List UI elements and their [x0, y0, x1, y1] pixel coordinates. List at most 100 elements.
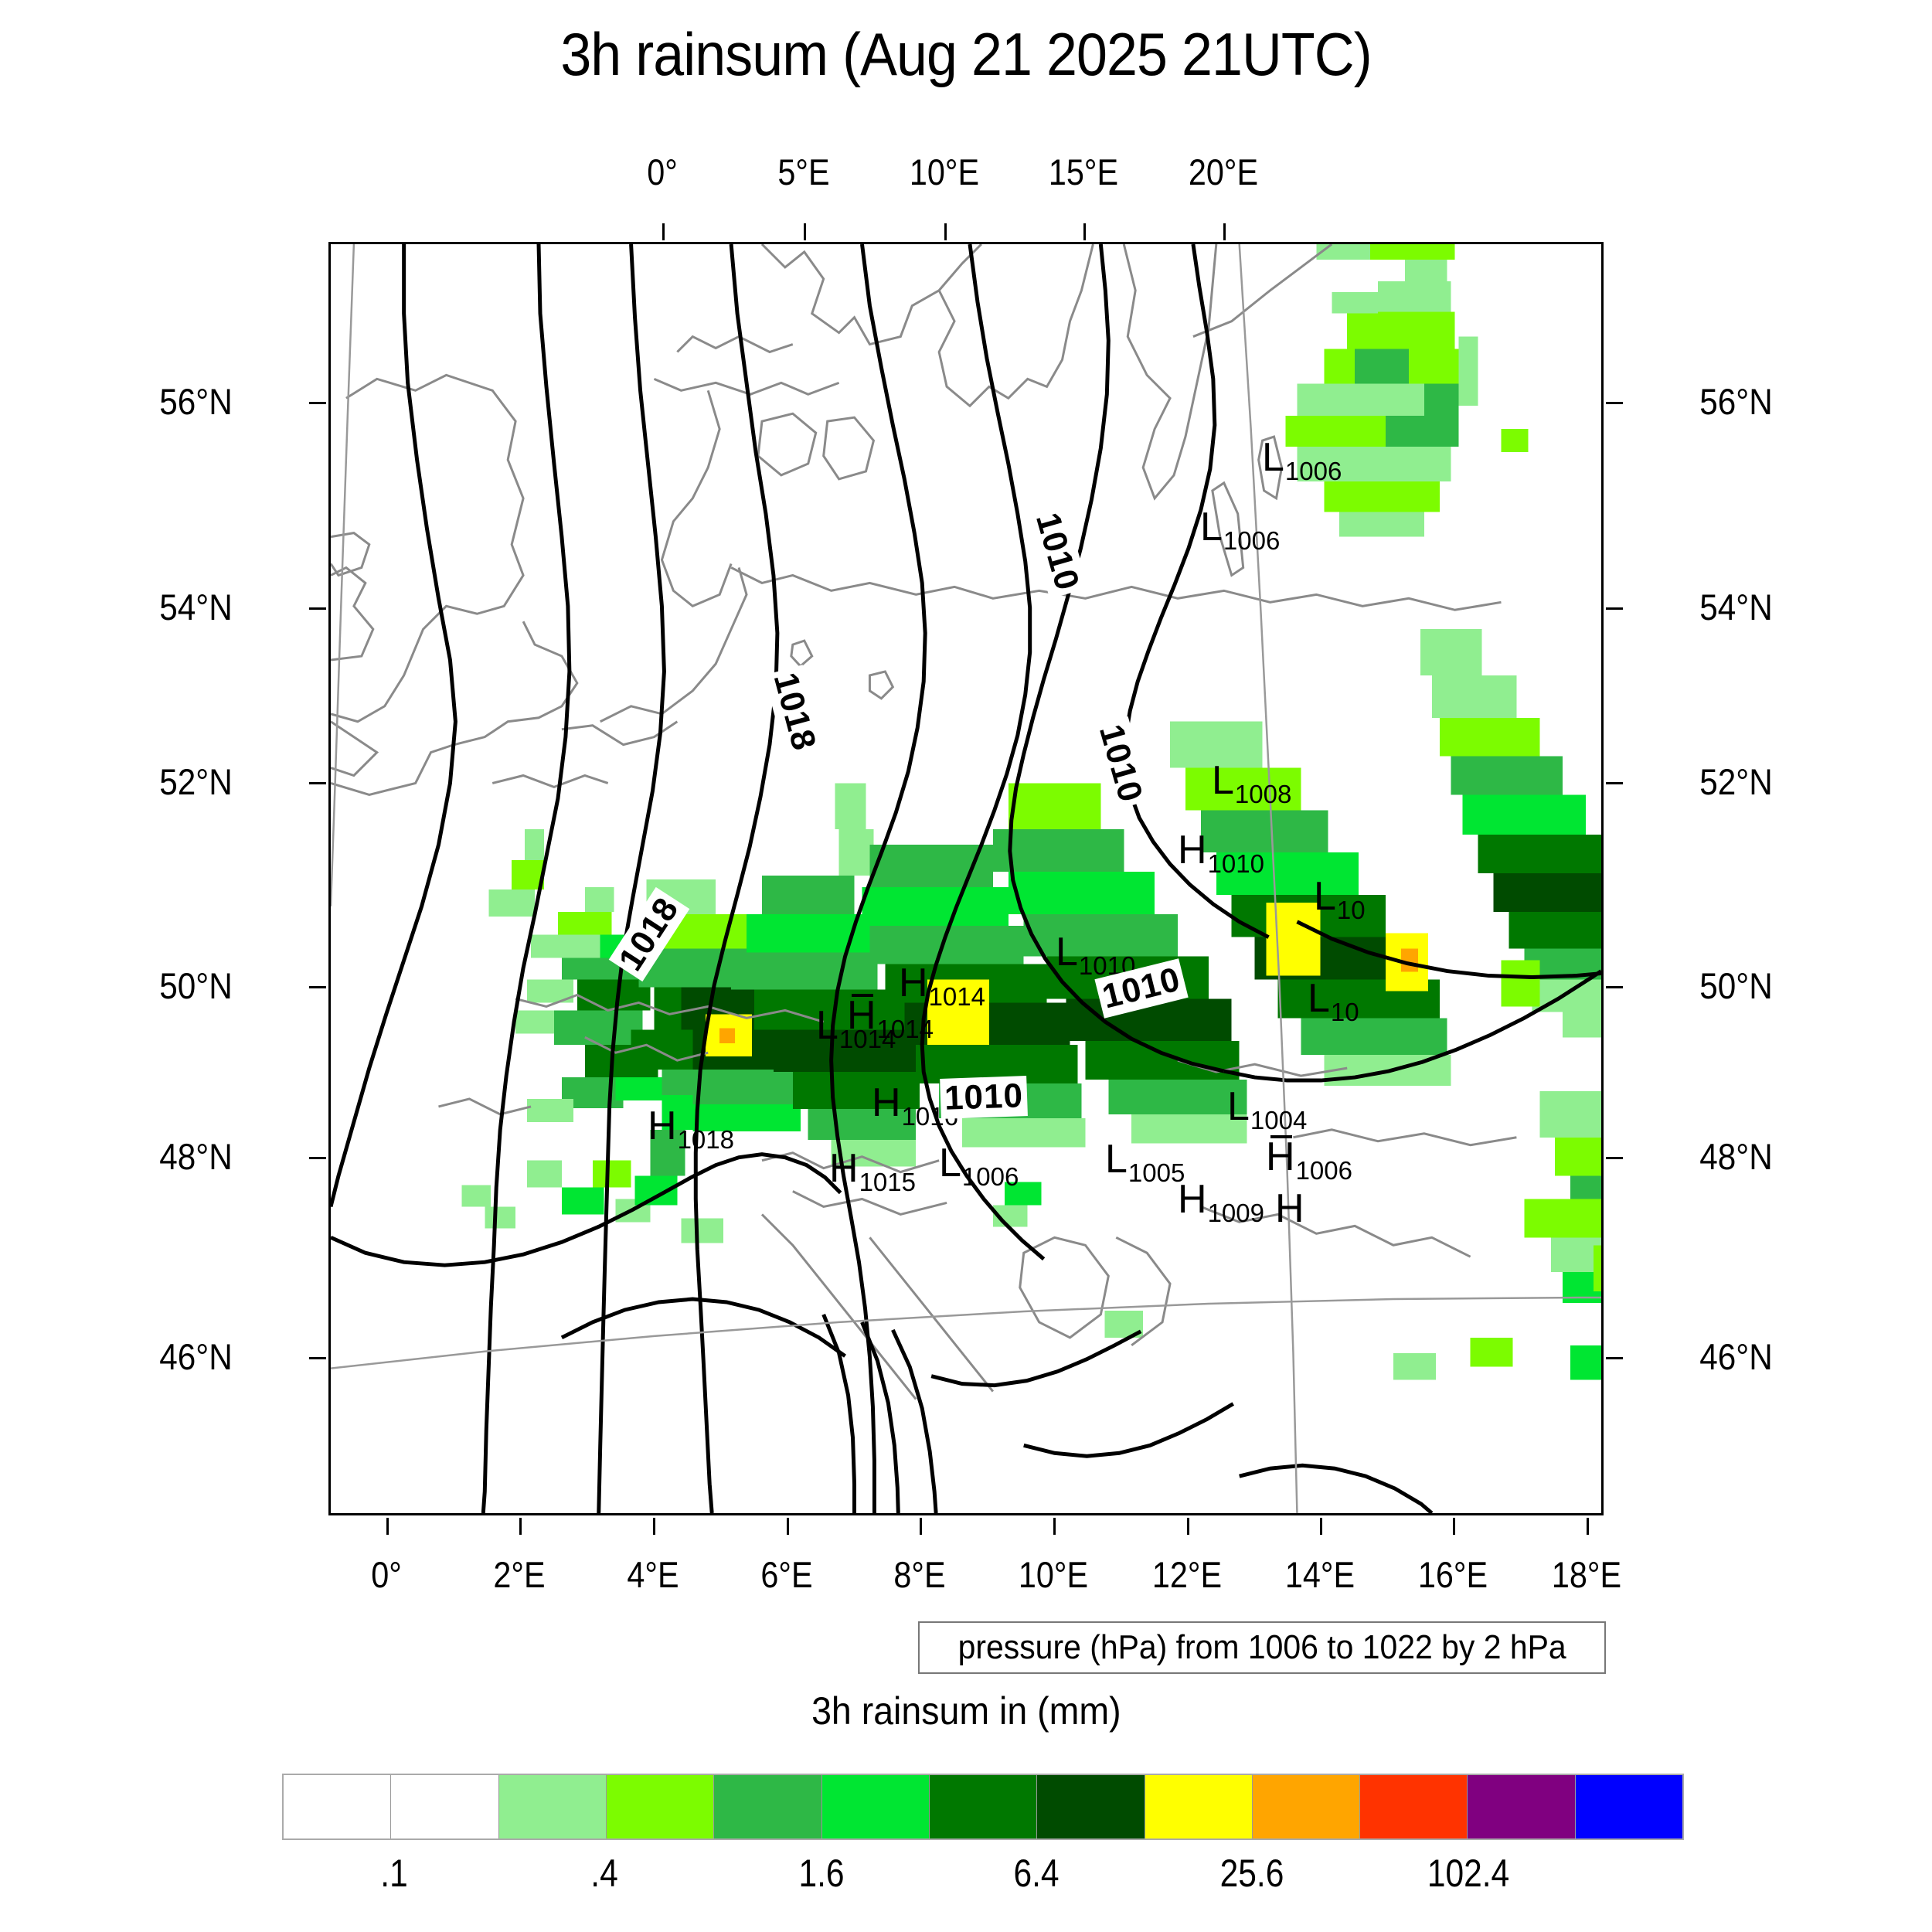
colorbar-cell[interactable]: [1468, 1775, 1576, 1838]
colorbar-cell[interactable]: [498, 1775, 607, 1838]
axis-tick-mark: [1587, 1518, 1589, 1535]
axis-tick-mark: [653, 1518, 655, 1535]
pressure-center-value: 1006: [1295, 1156, 1352, 1185]
axis-tick-label: 56°N: [1699, 381, 1773, 422]
pressure-center-symbol: L: [939, 1141, 961, 1185]
colorbar-tick-label: 102.4: [1427, 1852, 1509, 1895]
pressure-center-h: H1010: [1178, 830, 1264, 876]
axis-tick-mark: [944, 223, 947, 240]
axis-tick-mark: [1606, 986, 1623, 988]
overbar-mark: [852, 994, 873, 997]
colorbar-tick-label: 6.4: [1013, 1852, 1060, 1895]
colorbar-cell[interactable]: [714, 1775, 822, 1838]
axis-tick-label: 20°E: [1188, 151, 1259, 192]
pressure-center-value: 1006: [1223, 526, 1281, 555]
pressure-center-symbol: L: [1056, 930, 1078, 975]
pressure-legend-box: pressure (hPa) from 1006 to 1022 by 2 hP…: [918, 1621, 1606, 1674]
pressure-center-h: H1014: [899, 963, 985, 1009]
axis-tick-mark: [309, 1357, 326, 1359]
pressure-center-value: 1010: [1207, 849, 1264, 878]
axis-tick-mark: [309, 782, 326, 784]
colorbar-cell[interactable]: [1252, 1775, 1361, 1838]
pressure-center-h: H: [1275, 1189, 1304, 1229]
pressure-center-value: 1006: [961, 1162, 1019, 1191]
colorbar-cell[interactable]: [1037, 1775, 1145, 1838]
axis-tick-mark: [1223, 223, 1226, 240]
axis-tick-mark: [1320, 1518, 1322, 1535]
pressure-center-l: L1006: [1200, 507, 1280, 553]
pressure-center-value: 1005: [1128, 1158, 1185, 1187]
pressure-center-value: 10: [1330, 998, 1359, 1026]
pressure-center-symbol: L: [1212, 758, 1234, 803]
pressure-center-symbol: L: [1262, 435, 1284, 480]
axis-tick-label: 18°E: [1551, 1554, 1622, 1595]
pressure-center-symbol: H: [648, 1104, 677, 1148]
pressure-center-symbol: H: [847, 993, 876, 1038]
axis-tick-label: 6°E: [760, 1554, 813, 1595]
axis-tick-mark: [1053, 1518, 1056, 1535]
pressure-center-value: 1018: [677, 1125, 734, 1154]
precipitation-field: [461, 244, 1601, 1380]
axis-tick-label: 52°N: [159, 761, 233, 802]
axis-tick-label: 50°N: [1699, 965, 1773, 1006]
colorbar-tick-label: .4: [590, 1852, 618, 1895]
colorbar-title: 3h rainsum in (mm): [811, 1689, 1121, 1733]
axis-tick-label: 15°E: [1048, 151, 1119, 192]
axis-tick-label: 52°N: [1699, 761, 1773, 802]
pressure-center-symbol: H: [829, 1146, 859, 1191]
pressure-center-h: H1015: [829, 1148, 916, 1195]
pressure-center-value: 1009: [1207, 1199, 1264, 1227]
axis-tick-mark: [309, 986, 326, 988]
map-canvas: [331, 244, 1601, 1513]
axis-tick-label: 14°E: [1284, 1554, 1355, 1595]
axis-tick-mark: [1606, 402, 1623, 404]
colorbar-tick-label: 1.6: [798, 1852, 845, 1895]
colorbar-cell[interactable]: [391, 1775, 499, 1838]
pressure-center-symbol: H: [1275, 1186, 1304, 1231]
colorbar[interactable]: [282, 1774, 1684, 1840]
axis-tick-mark: [1453, 1518, 1455, 1535]
pressure-center-symbol: L: [1200, 505, 1223, 549]
colorbar-cell[interactable]: [821, 1775, 930, 1838]
colorbar-cell[interactable]: [1360, 1775, 1468, 1838]
pressure-center-h: H1014: [847, 993, 934, 1042]
axis-tick-label: 0°: [647, 151, 678, 192]
axis-tick-label: 8°E: [893, 1554, 946, 1595]
axis-tick-mark: [1606, 782, 1623, 784]
axis-tick-mark: [787, 1518, 789, 1535]
pressure-center-symbol: H: [1266, 1134, 1295, 1179]
colorbar-cell[interactable]: [284, 1775, 392, 1838]
coastlines: [331, 244, 1517, 1400]
colorbar-cell[interactable]: [1575, 1775, 1683, 1838]
colorbar-cell[interactable]: [606, 1775, 715, 1838]
map-plot-area[interactable]: L1006 L1006 L1008 H1010 L10 H1014 L1010 H1014 L1…: [328, 242, 1604, 1515]
pressure-center-value: 1006: [1284, 457, 1342, 485]
axis-tick-label: 54°N: [1699, 587, 1773, 628]
axis-tick-mark: [1606, 1157, 1623, 1159]
colorbar-cell[interactable]: [929, 1775, 1038, 1838]
axis-tick-mark: [1187, 1518, 1189, 1535]
axis-tick-mark: [519, 1518, 522, 1535]
pressure-center-symbol: L: [816, 1003, 838, 1048]
axis-tick-label: 50°N: [159, 965, 233, 1006]
pressure-center-h: H1006: [1266, 1134, 1352, 1185]
colorbar-cell[interactable]: [1145, 1775, 1253, 1838]
axis-tick-mark: [804, 223, 806, 240]
axis-tick-label: 16°E: [1417, 1554, 1488, 1595]
pressure-center-value: 1004: [1250, 1106, 1308, 1134]
pressure-center-l: L1014: [816, 1005, 896, 1052]
axis-tick-mark: [309, 607, 326, 610]
axis-tick-label: 4°E: [627, 1554, 679, 1595]
pressure-center-symbol: L: [1105, 1137, 1128, 1182]
colorbar-tick-label: 25.6: [1219, 1852, 1284, 1895]
pressure-center-symbol: L: [1314, 874, 1336, 919]
pressure-center-l: L1006: [939, 1143, 1019, 1189]
axis-tick-mark: [1606, 607, 1623, 610]
pressure-legend-text: pressure (hPa) from 1006 to 1022 by 2 hP…: [957, 1628, 1566, 1666]
pressure-center-l: L1005: [1105, 1139, 1185, 1185]
axis-tick-mark: [1606, 1357, 1623, 1359]
axis-tick-label: 48°N: [1699, 1136, 1773, 1177]
axis-tick-mark: [1083, 223, 1086, 240]
axis-tick-label: 46°N: [1699, 1336, 1773, 1377]
axis-tick-label: 56°N: [159, 381, 233, 422]
